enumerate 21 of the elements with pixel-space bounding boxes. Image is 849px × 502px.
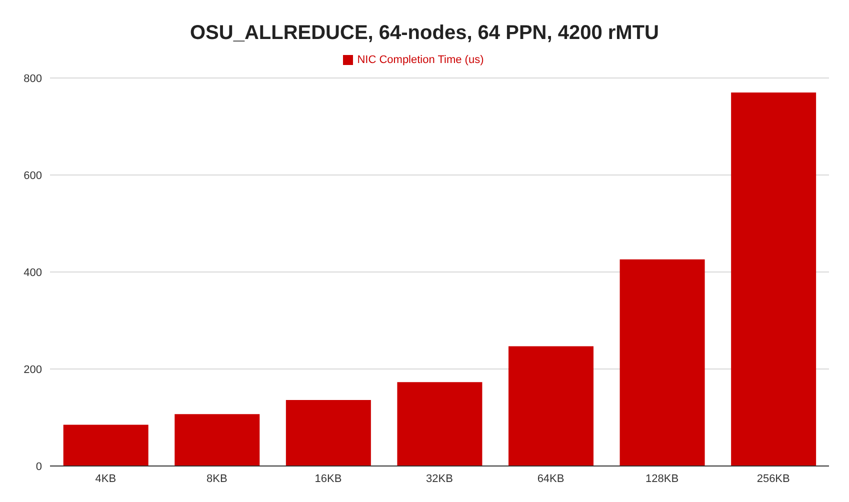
y-tick-label: 600	[24, 170, 42, 182]
bar	[620, 259, 705, 466]
chart-title: OSU_ALLREDUCE, 64-nodes, 64 PPN, 4200 rMTU	[188, 22, 660, 46]
bar	[63, 424, 148, 466]
x-tick-label: 32KB	[426, 472, 453, 485]
legend-label: NIC Completion Time (us)	[357, 54, 484, 66]
bar	[286, 400, 371, 466]
bar	[174, 414, 260, 466]
x-tick-label: 64KB	[537, 472, 564, 485]
y-tick-label: 400	[24, 266, 42, 279]
x-tick-label: 8KB	[206, 472, 228, 485]
x-tick-label: 16KB	[314, 472, 342, 485]
y-tick-label: 0	[36, 460, 42, 473]
bar	[397, 382, 482, 466]
y-tick-label: 800	[24, 72, 42, 85]
bar	[731, 92, 816, 466]
x-tick-label: 256KB	[756, 472, 790, 485]
x-tick-label: 128KB	[646, 472, 679, 485]
x-tick-label: 4KB	[95, 472, 116, 485]
bar	[508, 346, 594, 466]
y-tick-label: 200	[24, 364, 42, 376]
